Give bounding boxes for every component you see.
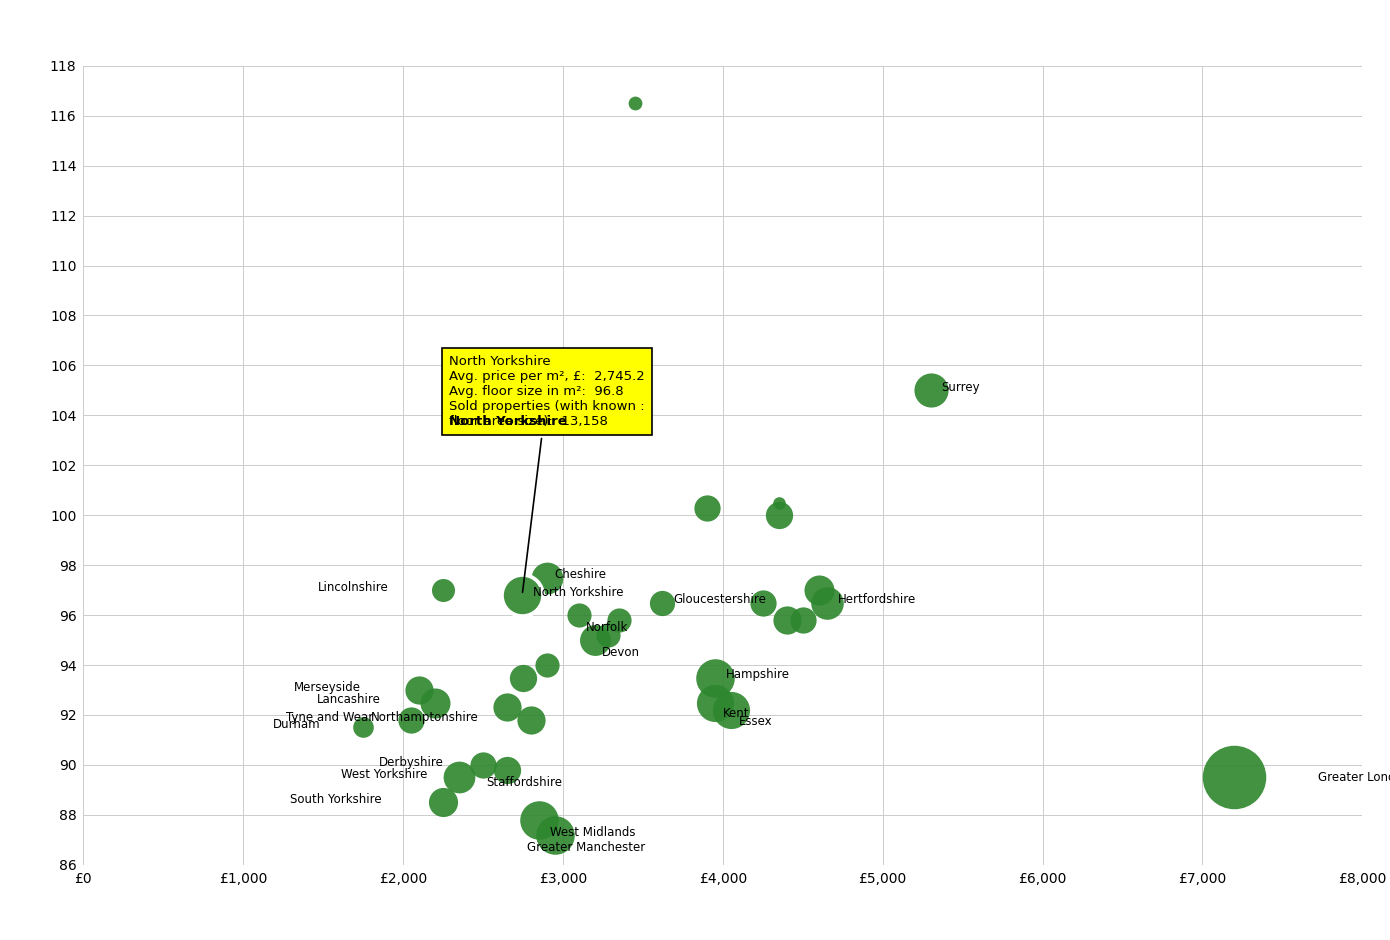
Text: Durham: Durham xyxy=(272,718,321,731)
Point xyxy=(409,682,431,697)
Text: West Yorkshire: West Yorkshire xyxy=(341,768,427,781)
Point xyxy=(432,795,455,810)
Point xyxy=(432,583,455,598)
Text: Greater London: Greater London xyxy=(1318,771,1390,784)
Point xyxy=(703,695,726,710)
Point xyxy=(448,770,470,785)
Point xyxy=(808,583,830,598)
Text: Surrey: Surrey xyxy=(941,381,980,394)
Text: Lincolnshire: Lincolnshire xyxy=(318,581,389,594)
Point xyxy=(607,613,630,628)
Point xyxy=(543,827,566,842)
Point xyxy=(424,695,446,710)
Point xyxy=(400,713,423,728)
Text: North Yorkshire
Avg. price per m², £:  2,745.2
Avg. floor size in m²:  96.8
Sold: North Yorkshire Avg. price per m², £: 2,… xyxy=(449,354,645,592)
Point xyxy=(512,588,534,603)
Point xyxy=(752,595,774,610)
Text: Gloucestershire: Gloucestershire xyxy=(673,593,766,606)
Text: Derbyshire: Derbyshire xyxy=(379,756,443,769)
Text: Lancashire: Lancashire xyxy=(317,693,381,706)
Point xyxy=(1223,770,1245,785)
Point xyxy=(528,812,550,827)
Point xyxy=(496,762,518,777)
Text: Norfolk: Norfolk xyxy=(585,621,628,634)
Point xyxy=(584,633,606,648)
Point xyxy=(920,383,942,398)
Point xyxy=(471,758,495,773)
Point xyxy=(352,720,374,735)
Point xyxy=(596,628,619,643)
Point xyxy=(791,613,813,628)
Point xyxy=(567,607,589,622)
Text: North Yorkshire: North Yorkshire xyxy=(449,415,567,428)
Point xyxy=(776,613,798,628)
Text: South Yorkshire: South Yorkshire xyxy=(291,793,382,807)
Point xyxy=(496,700,518,715)
Point xyxy=(560,388,582,403)
Point xyxy=(512,670,534,685)
Point xyxy=(695,500,717,515)
Point xyxy=(767,508,790,523)
Text: Merseyside: Merseyside xyxy=(295,681,361,694)
Text: Greater Manchester: Greater Manchester xyxy=(527,841,645,854)
Text: Hampshire: Hampshire xyxy=(726,668,790,681)
Text: Hertfordshire: Hertfordshire xyxy=(838,593,916,606)
Text: West Midlands: West Midlands xyxy=(550,826,635,838)
Text: North Yorkshire: North Yorkshire xyxy=(534,586,624,599)
Point xyxy=(720,702,742,717)
Point xyxy=(703,670,726,685)
Text: Devon: Devon xyxy=(602,646,639,659)
Point xyxy=(537,658,559,673)
Point xyxy=(537,571,559,586)
Text: Staffordshire: Staffordshire xyxy=(486,776,562,789)
Text: Essex: Essex xyxy=(739,714,773,728)
Text: Northamptonshire: Northamptonshire xyxy=(371,711,480,724)
Point xyxy=(767,495,790,510)
Point xyxy=(624,96,646,111)
Text: Cheshire: Cheshire xyxy=(553,569,606,581)
Point xyxy=(651,595,673,610)
Point xyxy=(520,713,542,728)
Text: Tyne and Wear: Tyne and Wear xyxy=(286,711,374,724)
Point xyxy=(512,588,534,603)
Text: Kent: Kent xyxy=(723,707,749,720)
Point xyxy=(816,595,838,610)
